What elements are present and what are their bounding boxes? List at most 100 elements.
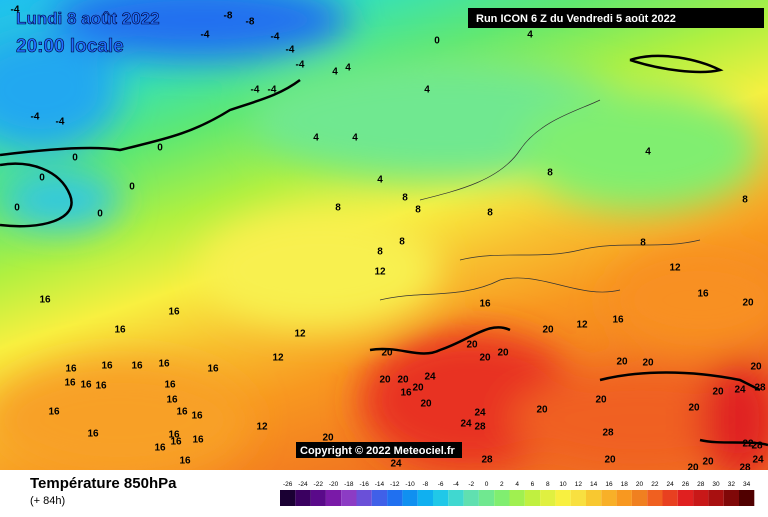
colorbar-swatch <box>662 490 678 506</box>
colorbar-swatch <box>310 490 326 506</box>
colorbar-label: 30 <box>712 481 720 488</box>
contour-label: 16 <box>80 380 92 391</box>
colorbar-label: -18 <box>344 481 354 488</box>
contour-label: 16 <box>176 407 188 418</box>
contour-label: -4 <box>286 45 295 56</box>
footer-title: Température 850hPa <box>30 475 177 492</box>
contour-label: 20 <box>466 340 478 351</box>
contour-label: -4 <box>268 85 277 96</box>
contour-label: 12 <box>576 320 588 331</box>
contour-label: 16 <box>479 299 491 310</box>
colorbar-label: 8 <box>546 481 550 488</box>
colorbar-swatch <box>647 490 663 506</box>
contour-label: 0 <box>14 203 20 214</box>
contour-label: 16 <box>612 315 624 326</box>
colorbar-swatch <box>387 490 403 506</box>
colorbar-swatch <box>708 490 724 506</box>
contour-label: 28 <box>474 422 486 433</box>
colorbar-swatch <box>570 490 586 506</box>
contour-label: 20 <box>687 463 699 474</box>
contour-label: 20 <box>742 298 754 309</box>
colorbar-label: 12 <box>575 481 583 488</box>
colorbar-label: -20 <box>329 481 339 488</box>
contour-label: 0 <box>97 209 103 220</box>
contour-label: 28 <box>751 441 763 452</box>
contour-label: 28 <box>739 463 751 474</box>
contour-label: 8 <box>402 193 408 204</box>
colorbar-label: -22 <box>314 481 324 488</box>
colorbar-swatch <box>402 490 418 506</box>
contour-label: 4 <box>377 175 383 186</box>
contour-label: 8 <box>742 195 748 206</box>
contour-label: 24 <box>752 455 764 466</box>
colorbar-swatch <box>325 490 342 506</box>
colorbar-label: -14 <box>375 481 385 488</box>
contour-label: 24 <box>460 419 472 430</box>
contour-label: -4 <box>296 60 305 71</box>
colorbar-swatch <box>463 490 479 506</box>
colorbar-label: 10 <box>559 481 567 488</box>
footer-lead: (+ 84h) <box>30 495 65 507</box>
colorbar: -26 -24 -22 -20 -18 -16 -14 -12 -10 -8 -6 -4 -2 0 2 4 6 8… <box>280 481 755 506</box>
colorbar-label: 24 <box>667 481 675 488</box>
colorbar-label: -26 <box>283 481 293 488</box>
contour-label: 12 <box>256 422 268 433</box>
run-info: Run ICON 6 Z du Vendredi 5 août 2022 <box>476 13 676 25</box>
contour-label: 20 <box>420 399 432 410</box>
contour-label: 16 <box>170 437 182 448</box>
contour-label: -4 <box>11 5 20 16</box>
colorbar-swatch <box>341 490 357 506</box>
contour-label: 8 <box>640 238 646 249</box>
contour-label: 20 <box>604 455 616 466</box>
contour-label: 12 <box>294 329 306 340</box>
contour-label: 28 <box>754 383 766 394</box>
contour-label: 20 <box>642 358 654 369</box>
colorbar-label: -8 <box>422 481 428 488</box>
contour-label: 8 <box>547 168 553 179</box>
contour-label: 24 <box>424 372 436 383</box>
contour-label: 0 <box>72 153 78 164</box>
contour-label: 4 <box>352 133 358 144</box>
colorbar-label: 26 <box>682 481 690 488</box>
colorbar-swatch <box>693 490 709 506</box>
contour-label: 20 <box>322 433 334 444</box>
colorbar-label: 32 <box>728 481 736 488</box>
colorbar-swatch <box>723 490 739 506</box>
colorbar-swatch <box>739 490 755 506</box>
contour-label: 20 <box>542 325 554 336</box>
contour-label: 0 <box>39 173 45 184</box>
colorbar-label: -16 <box>359 481 369 488</box>
contour-label: 16 <box>48 407 60 418</box>
contour-label: 0 <box>129 182 135 193</box>
colorbar-swatch <box>616 490 632 506</box>
colorbar-label: 14 <box>590 481 598 488</box>
colorbar-label: 6 <box>531 481 535 488</box>
colorbar-swatch <box>433 490 449 506</box>
contour-label: 20 <box>479 353 491 364</box>
contour-label: 16 <box>101 361 113 372</box>
colorbar-swatch <box>417 490 433 506</box>
colorbar-label: -4 <box>453 481 459 488</box>
contour-label: 16 <box>87 429 99 440</box>
contour-label: 12 <box>272 353 284 364</box>
contour-label: 16 <box>166 395 178 406</box>
run-box <box>468 8 764 28</box>
colorbar-label: -12 <box>390 481 400 488</box>
contour-label: 24 <box>734 385 746 396</box>
contour-label: 28 <box>602 428 614 439</box>
contour-label: 4 <box>527 30 533 41</box>
contour-label: 8 <box>415 205 421 216</box>
contour-label: 4 <box>332 67 338 78</box>
contour-label: 20 <box>688 403 700 414</box>
colorbar-swatch <box>555 490 571 506</box>
contour-label: 16 <box>168 430 180 441</box>
valid-time: 20:00 locale <box>16 36 124 57</box>
contour-label: 16 <box>65 364 77 375</box>
colorbar-label: 4 <box>515 481 519 488</box>
contour-label: 12 <box>374 267 386 278</box>
colorbar-label: -10 <box>405 481 415 488</box>
colorbar-swatch <box>631 490 648 506</box>
contour-label: 16 <box>154 443 166 454</box>
contour-label: 8 <box>335 203 341 214</box>
